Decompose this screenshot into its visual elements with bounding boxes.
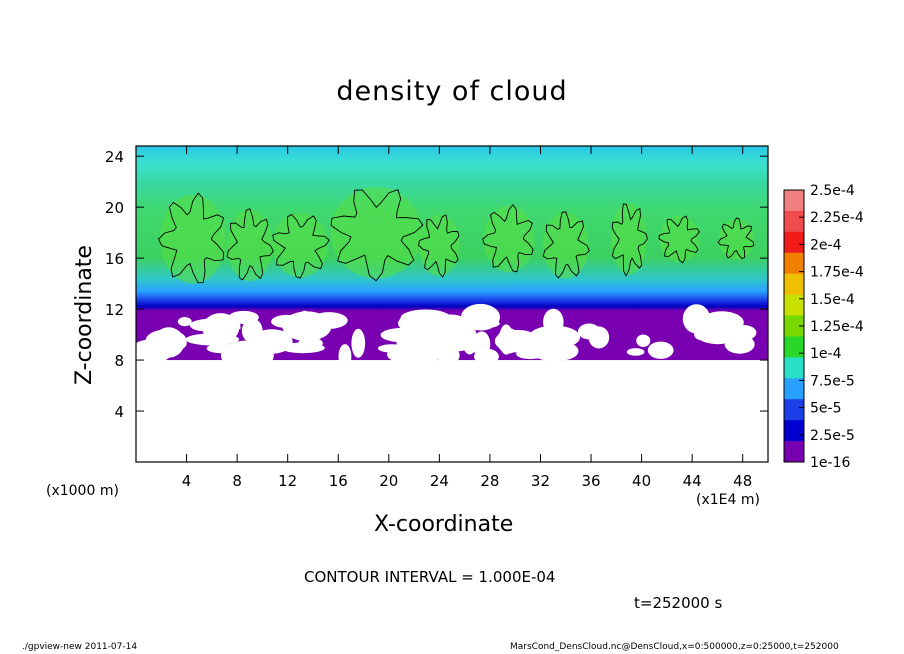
colorbar-label: 1.25e-4 — [810, 319, 864, 335]
y-tick-label: 24 — [105, 148, 124, 166]
plot-area — [136, 146, 768, 371]
chart-title: density of cloud — [336, 76, 568, 107]
gap-patch — [206, 343, 238, 354]
colorbar-swatch — [784, 441, 804, 463]
contour-line — [611, 203, 648, 277]
cloud-core — [611, 203, 647, 275]
colorbar-label: 2e-4 — [810, 237, 842, 253]
y-tick-label: 8 — [114, 352, 124, 370]
gap-patch — [531, 345, 573, 357]
colorbar-swatch — [784, 252, 804, 275]
footer-left: ./gpview-new 2011-07-14 — [22, 642, 138, 652]
colorbar-label: 7.5e-5 — [810, 373, 855, 389]
x-tick-label: 16 — [329, 472, 348, 490]
x-tick-label: 36 — [581, 472, 600, 490]
colorbar: 2.5e-4 2.25e-4 2e-4 1.75e-4 1.5e-4 1.25e-4 1e-… — [783, 183, 864, 471]
colorbar-swatch — [784, 210, 804, 233]
colorbar-swatch — [784, 315, 804, 337]
colorbar-swatch — [784, 399, 804, 421]
colorbar-swatch — [784, 273, 804, 296]
cloud-core — [160, 194, 226, 284]
gap-patch — [302, 321, 319, 346]
y-tick-label: 12 — [105, 301, 124, 319]
plot-frame — [135, 145, 769, 463]
y-tick-label: 20 — [105, 199, 124, 217]
gap-patch — [338, 344, 352, 369]
gap-patch — [460, 303, 500, 331]
x-axis-label: X-coordinate — [374, 512, 514, 537]
colorbar-label: 1.75e-4 — [810, 265, 864, 281]
gap-patch — [241, 318, 263, 344]
colorbar-label: 2.5e-4 — [810, 183, 855, 199]
colorbar-label: 1.5e-4 — [810, 292, 855, 308]
gap-patch — [731, 325, 757, 341]
gap-patch — [299, 310, 310, 327]
colorbar-swatch — [784, 336, 804, 358]
contour-line — [542, 211, 590, 279]
footer-right: MarsCond_DensCloud.nc@DensCloud,x=0:5000… — [510, 642, 839, 652]
y-tick-label: 16 — [105, 250, 124, 268]
y-tick-label: 4 — [114, 403, 124, 421]
gap-patch — [626, 348, 645, 356]
gap-patch — [398, 329, 450, 340]
cloud-core — [543, 212, 589, 279]
gap-patch — [202, 313, 240, 343]
gap-patch — [235, 351, 250, 361]
contour-interval-label: CONTOUR INTERVAL = 1.000E-04 — [304, 568, 556, 586]
colorbar-label: 1e-4 — [810, 346, 842, 362]
colorbar-swatch — [784, 190, 804, 212]
colorbar-swatch — [784, 378, 804, 400]
x-tick-label: 8 — [232, 472, 242, 490]
colorbar-label: 2.5e-5 — [810, 428, 855, 444]
colorbar-label: 1e-16 — [810, 455, 850, 471]
contour-line — [226, 208, 274, 281]
gap-patch — [377, 344, 406, 353]
gap-patch — [694, 320, 741, 345]
colorbar-swatch — [784, 294, 804, 317]
gap-patch — [351, 328, 366, 358]
contour-line — [482, 203, 534, 273]
gap-patch — [474, 348, 499, 365]
x-tick-label: 24 — [430, 472, 449, 490]
colorbar-label: 2.25e-4 — [810, 210, 864, 226]
x-tick-label: 28 — [480, 472, 499, 490]
cloud-core — [330, 186, 422, 279]
x-tick-label: 12 — [278, 472, 297, 490]
x-tick-label: 4 — [182, 472, 192, 490]
time-label: t=252000 s — [634, 594, 723, 612]
x-tick-label: 20 — [379, 472, 398, 490]
contour-line — [272, 213, 330, 279]
colorbar-swatch — [784, 231, 804, 254]
contour-line — [330, 189, 424, 282]
gap-patch — [177, 316, 192, 327]
contour-line — [158, 192, 225, 284]
gap-patch — [428, 337, 457, 357]
colorbar-swatch — [784, 357, 804, 379]
gap-patch — [636, 334, 651, 347]
gap-patch — [153, 327, 185, 358]
contour-line — [658, 215, 700, 264]
colorbar-label: 5e-5 — [810, 401, 841, 417]
x-tick-label: 40 — [632, 472, 651, 490]
x-unit-left: (x1000 m) — [46, 483, 119, 499]
gap-patch — [310, 312, 348, 329]
x-tick-label: 48 — [733, 472, 752, 490]
x-unit-right: (x1E4 m) — [696, 492, 760, 508]
gap-patch — [462, 339, 489, 353]
x-tick-label: 44 — [683, 472, 702, 490]
contour-line — [418, 214, 460, 278]
gap-patch — [588, 326, 610, 349]
colorbar-swatch — [784, 420, 804, 442]
contour-line — [717, 217, 755, 260]
gap-patch — [647, 341, 674, 359]
x-tick-label: 32 — [531, 472, 550, 490]
gap-patch — [499, 324, 514, 355]
